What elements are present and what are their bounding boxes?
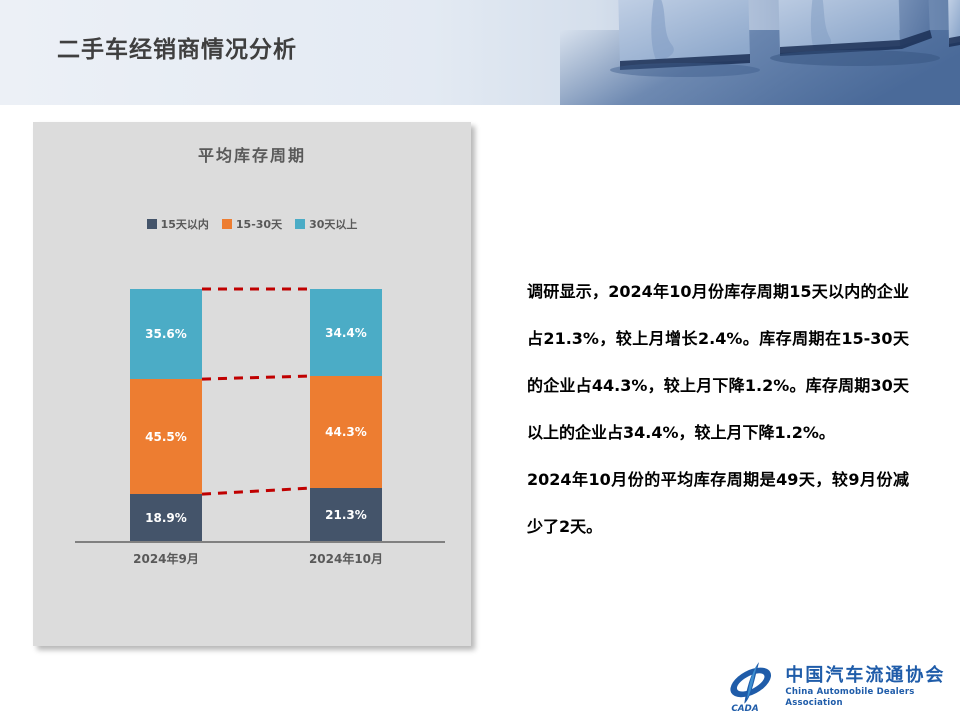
legend-swatch-icon: [146, 219, 157, 229]
legend-item-1: 15-30天: [221, 216, 283, 232]
legend-label: 15天以内: [160, 218, 209, 231]
chart-legend: 15天以内 15-30天 30天以上: [33, 216, 471, 232]
cube-2: [770, 0, 940, 66]
cube-1: [610, 0, 760, 77]
bar-segment-2024年9月-30天以上: 35.6%: [130, 289, 202, 380]
legend-item-0: 15天以内: [146, 216, 209, 232]
legend-label: 15-30天: [235, 218, 283, 231]
bar-segment-2024年9月-15天以内: 18.9%: [130, 494, 202, 542]
legend-swatch-icon: [295, 219, 306, 229]
globe-cubes-decoration: [560, 0, 960, 105]
logo-name-english: China Automobile Dealers Association: [785, 687, 915, 708]
commentary-block: 调研显示，2024年10月份库存周期15天以内的企业占21.3%，较上月增长2.…: [527, 268, 909, 550]
connector-dashed-line: [201, 486, 311, 496]
bar-value-label: 44.3%: [325, 425, 367, 440]
bar-value-label: 21.3%: [325, 508, 367, 523]
page-title: 二手车经销商情况分析: [57, 37, 297, 63]
x-axis-line: [75, 541, 445, 543]
connector-lines: [201, 287, 311, 496]
legend-swatch-icon: [221, 219, 232, 229]
chart-card: 平均库存周期 15天以内 15-30天 30天以上 18.9% 45.5% 35.6% 2…: [33, 122, 471, 646]
cada-mark-text: CADA: [731, 704, 758, 714]
legend-item-2: 30天以上: [295, 216, 357, 232]
category-label: 2024年9月: [133, 552, 199, 566]
footer-logo: CADA 中国汽车流通协会 China Automobile Dealers A…: [724, 658, 960, 716]
chart-plot: 18.9% 45.5% 35.6% 2024年9月 21.3% 44.3% 34.4% 202…: [33, 122, 471, 646]
commentary-paragraph-2: 2024年10月份的平均库存周期是49天，较9月份减少了2天。: [527, 470, 909, 536]
commentary-paragraph-1: 调研显示，2024年10月份库存周期15天以内的企业占21.3%，较上月增长2.…: [527, 282, 909, 442]
logo-names: 中国汽车流通协会 China Automobile Dealers Associ…: [785, 665, 960, 709]
chart-title: 平均库存周期: [197, 146, 306, 165]
bar-segment-2024年10月-15天以内: 21.3%: [310, 488, 382, 542]
bar-segment-2024年10月-15-30天: 44.3%: [310, 376, 382, 489]
bar-segment-2024年9月-15-30天: 45.5%: [130, 379, 202, 495]
connector-dashed-line: [201, 374, 311, 381]
legend-label: 30天以上: [309, 218, 358, 231]
bar-value-label: 34.4%: [325, 325, 367, 340]
bar-value-label: 18.9%: [145, 511, 187, 526]
cada-logo-mark: CADA: [730, 662, 772, 714]
cube-3: [948, 0, 960, 47]
category-label: 2024年10月: [308, 552, 384, 566]
logo-name-chinese: 中国汽车流通协会: [785, 665, 946, 686]
header-banner: 二手车经销商情况分析: [0, 0, 960, 105]
bar-value-label: 35.6%: [145, 327, 187, 342]
bar-segment-2024年10月-30天以上: 34.4%: [310, 289, 382, 377]
bar-value-label: 45.5%: [145, 429, 187, 444]
